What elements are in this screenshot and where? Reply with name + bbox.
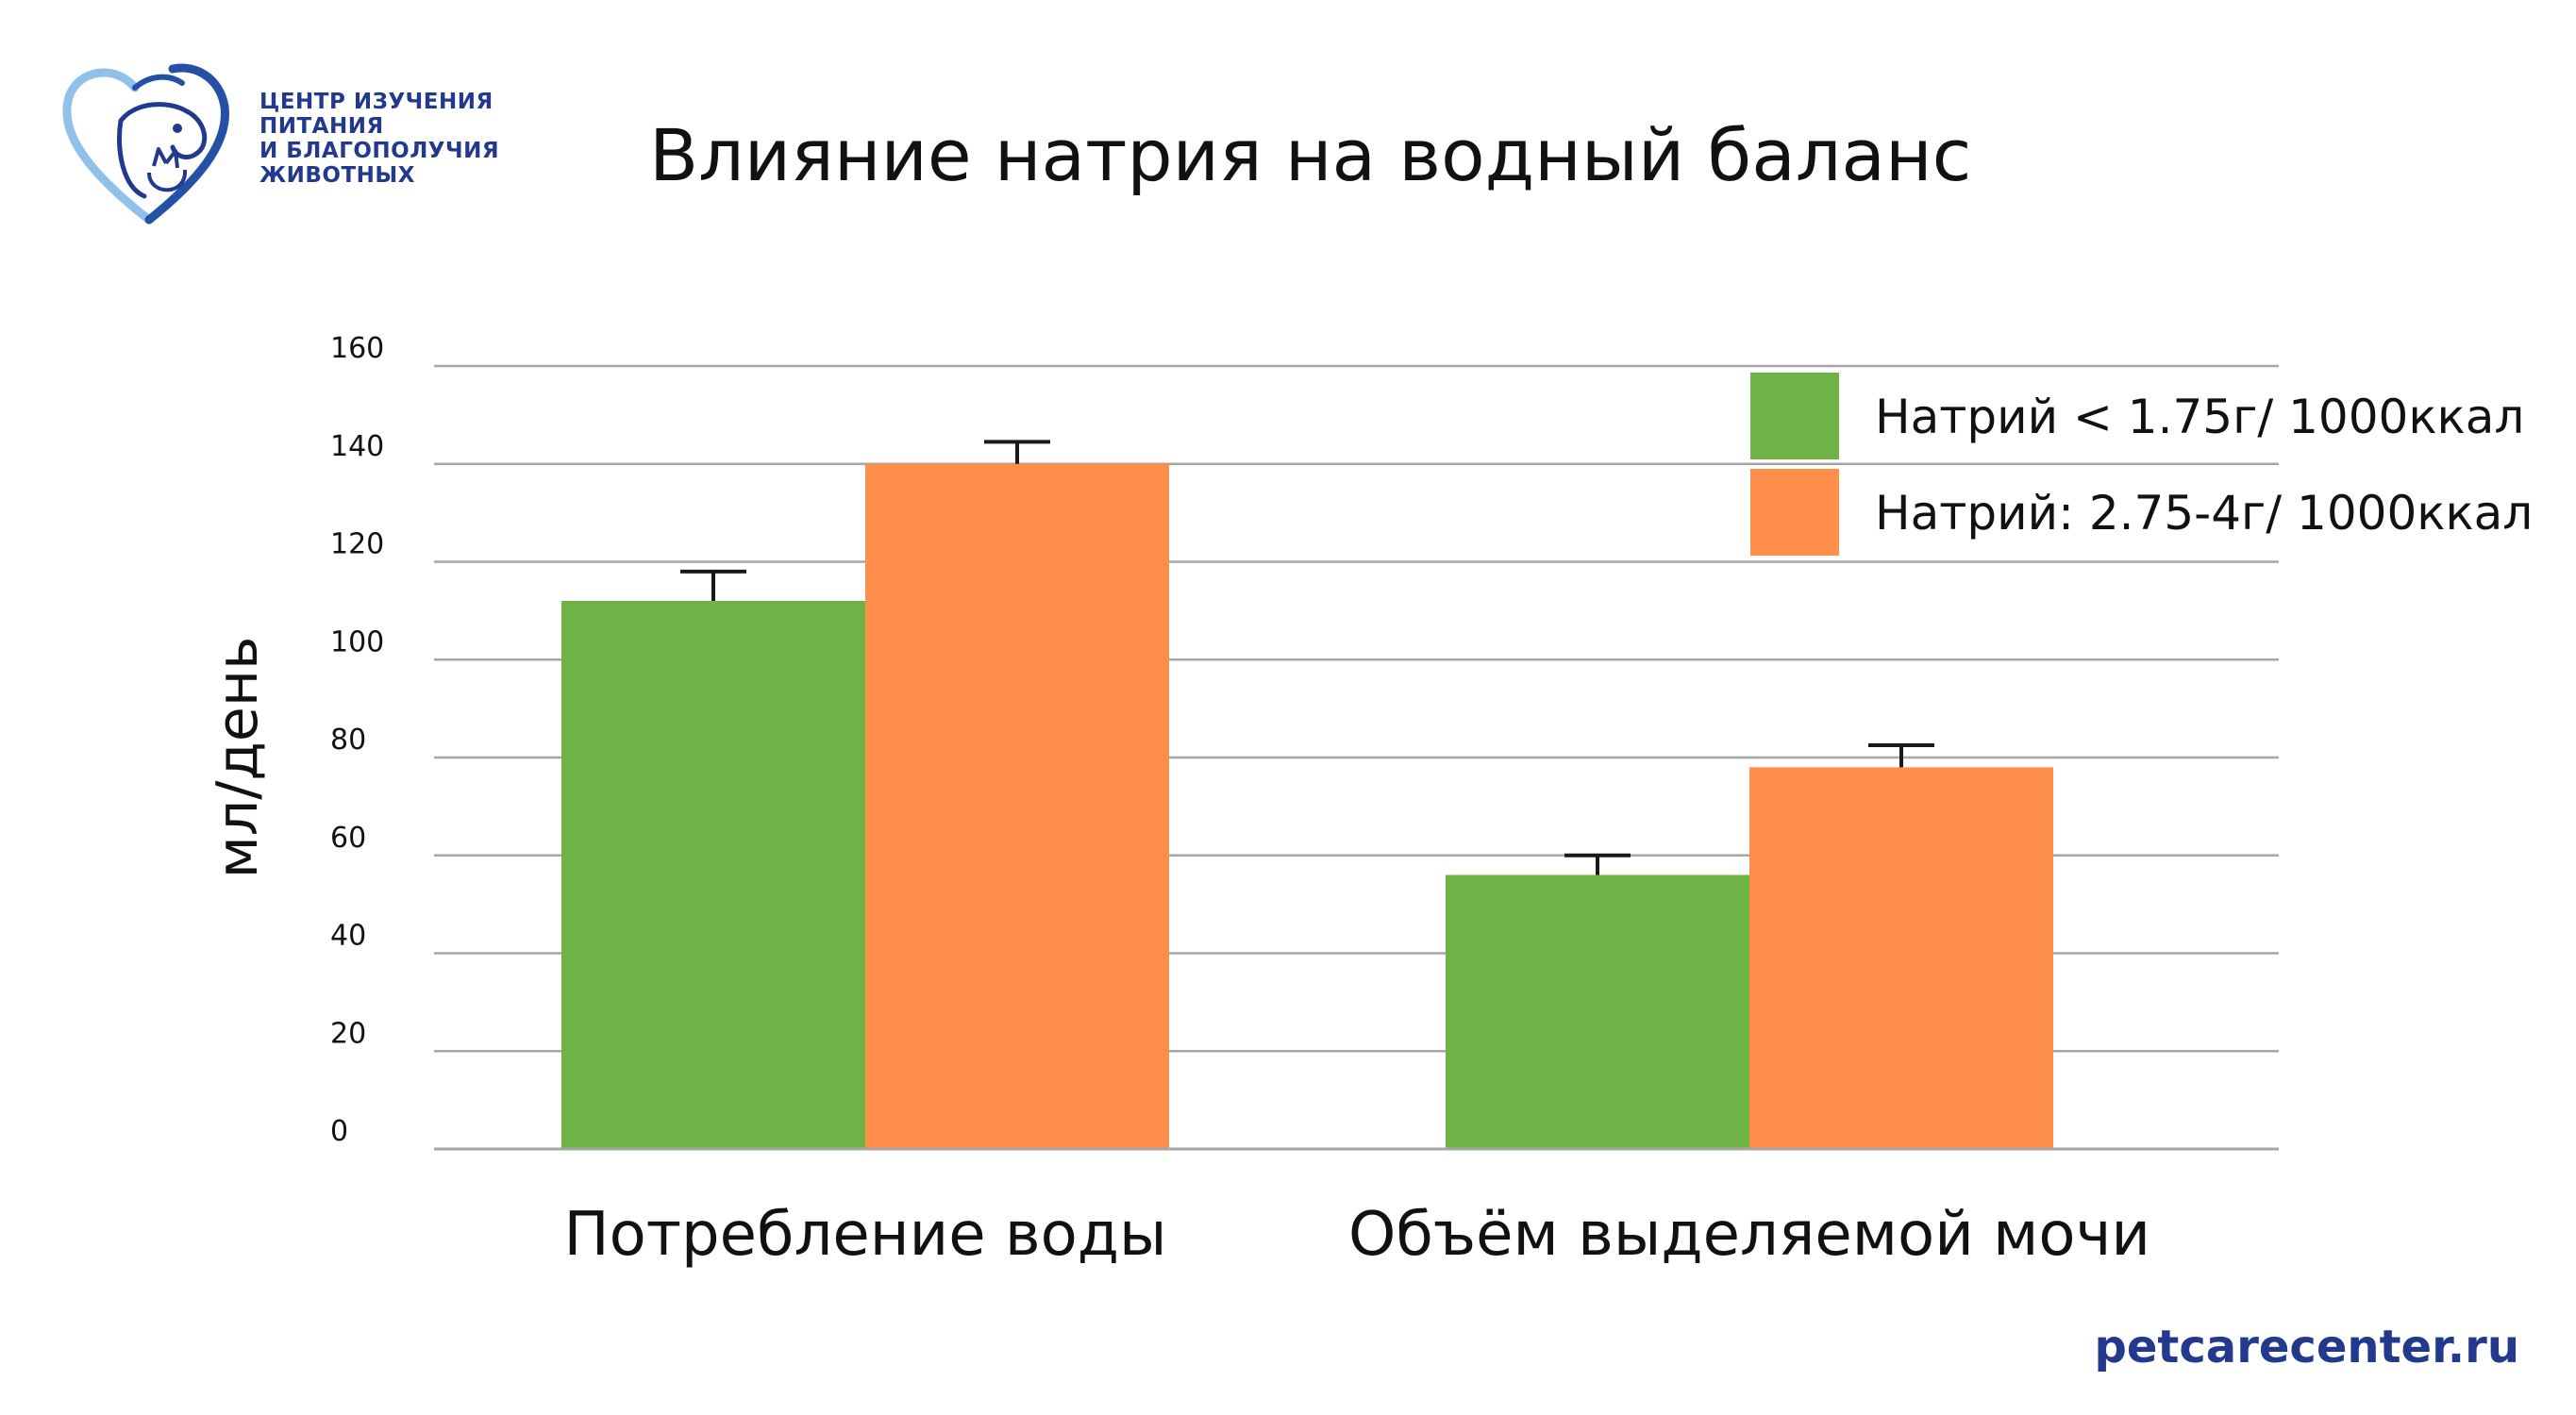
y-tick-label: 120 xyxy=(330,528,384,561)
y-axis-label: мл/день xyxy=(205,637,271,879)
y-tick-label: 160 xyxy=(330,332,384,365)
x-category-label: Потребление воды xyxy=(563,1200,1166,1270)
y-tick-label: 100 xyxy=(330,625,384,658)
bar xyxy=(561,601,865,1149)
y-tick-label: 80 xyxy=(330,724,366,757)
logo xyxy=(55,55,243,229)
legend-swatch xyxy=(1750,469,1839,556)
org-name-line: ЖИВОТНЫХ xyxy=(259,163,415,188)
y-tick-label: 20 xyxy=(330,1017,366,1050)
chart-title: Влияние натрия на водный баланс xyxy=(649,113,1972,197)
bar xyxy=(1446,874,1749,1149)
org-name-line: И БЛАГОПОЛУЧИЯ xyxy=(259,139,500,163)
org-name-line: ЦЕНТР ИЗУЧЕНИЯ xyxy=(259,90,493,114)
y-tick-label: 40 xyxy=(330,920,366,953)
legend-swatch xyxy=(1750,373,1839,459)
dog-cat-heart-icon xyxy=(62,63,229,225)
legend-label: Натрий < 1.75г/ 1000ккал xyxy=(1875,390,2524,444)
x-category-label: Объём выделяемой мочи xyxy=(1348,1200,2150,1270)
footer-url[interactable]: petcarecenter.ru xyxy=(2094,1321,2519,1373)
bar xyxy=(865,463,1169,1149)
org-name: ЦЕНТР ИЗУЧЕНИЯ ПИТАНИЯ И БЛАГОПОЛУЧИЯ ЖИ… xyxy=(259,90,499,188)
bar xyxy=(1749,767,2053,1149)
y-tick-label: 60 xyxy=(330,822,366,855)
y-tick-label: 140 xyxy=(330,430,384,463)
org-name-line: ПИТАНИЯ xyxy=(259,114,384,139)
y-tick-label: 0 xyxy=(330,1115,348,1148)
legend-label: Натрий: 2.75-4г/ 1000ккал xyxy=(1875,486,2533,541)
